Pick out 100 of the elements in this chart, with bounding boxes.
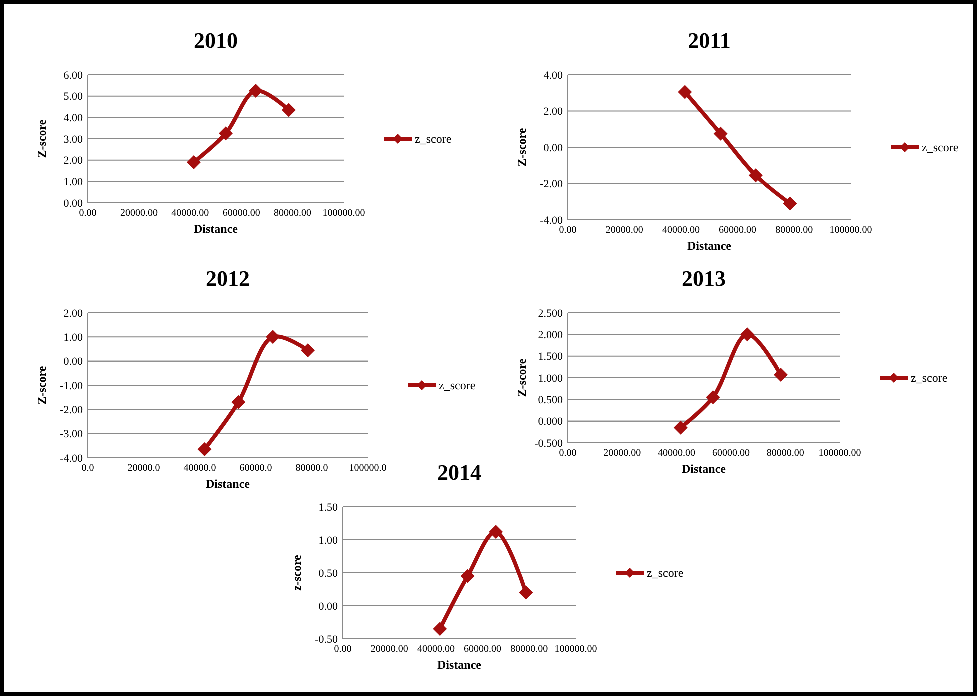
chart-title: 2010: [194, 28, 238, 53]
point: [706, 390, 720, 404]
point: [282, 103, 296, 118]
y-tick-label: 2.00: [64, 308, 84, 320]
point: [218, 126, 233, 141]
x-tick-label: 20000.00: [370, 644, 408, 655]
point: [714, 126, 728, 141]
x-axis-title: Distance: [438, 658, 482, 672]
x-tick-label: 40000.00: [662, 225, 700, 236]
y-tick-label: -0.500: [534, 438, 564, 450]
x-tick-label: 0.00: [334, 644, 352, 655]
x-tick-label: 100000.0: [349, 463, 387, 474]
point: [740, 328, 755, 342]
x-tick-label: 20000.00: [604, 448, 642, 459]
legend-label: z_score: [911, 371, 948, 386]
chart-title: 2013: [682, 266, 726, 291]
x-tick-label: 100000.00: [830, 225, 872, 236]
y-axis-title: Z-score: [515, 128, 529, 167]
y-tick-label: -4.00: [60, 452, 84, 465]
x-axis-title: Distance: [194, 222, 239, 236]
point: [198, 442, 212, 457]
y-tick-label: -0.50: [315, 634, 338, 646]
y-tick-label: 6.00: [64, 70, 84, 82]
x-tick-label: 40000.00: [658, 448, 696, 459]
point: [301, 343, 316, 358]
legend-label: z_score: [922, 140, 959, 155]
x-tick-label: 40000.00: [417, 644, 455, 655]
point: [460, 569, 475, 584]
x-axis-title: Distance: [206, 477, 251, 491]
x-tick-label: 60000.00: [464, 644, 502, 655]
y-tick-label: -3.00: [60, 428, 84, 441]
y-tick-label: 0.00: [318, 600, 338, 613]
point: [783, 196, 798, 211]
point: [748, 168, 763, 183]
x-tick-label: 0.00: [79, 208, 97, 219]
y-axis-title: z-score: [290, 554, 304, 591]
point: [489, 525, 504, 540]
x-tick-label: 100000.00: [818, 448, 862, 459]
x-tick-label: 20000.00: [606, 225, 644, 236]
y-tick-label: 1.000: [538, 372, 564, 385]
legend-label: z_score: [439, 378, 476, 393]
y-tick-label: 4.00: [64, 112, 84, 125]
x-tick-label: 80000.00: [510, 644, 548, 655]
y-tick-label: 0.000: [538, 416, 564, 428]
y-tick-label: 0.50: [318, 568, 338, 580]
legend-label: z_score: [415, 132, 452, 146]
chart-title: 2014: [438, 460, 482, 485]
point: [519, 586, 534, 600]
x-tick-label: 20000.00: [120, 208, 158, 219]
x-tick-label: 40000.0: [184, 463, 216, 474]
y-tick-label: 2.00: [544, 106, 564, 118]
y-tick-label: 0.500: [538, 394, 564, 407]
y-tick-label: 4.00: [544, 70, 564, 82]
y-tick-label: 1.500: [538, 351, 564, 364]
y-tick-label: -4.00: [540, 214, 564, 227]
y-tick-label: 2.000: [538, 330, 564, 342]
x-tick-label: 0.0: [82, 463, 94, 474]
x-tick-label: 80000.0: [296, 463, 328, 474]
y-tick-label: 0.00: [64, 356, 84, 368]
y-tick-label: 1.00: [318, 534, 338, 547]
point: [678, 85, 692, 100]
x-tick-label: 100000.00: [322, 208, 366, 219]
chart-title: 2011: [688, 28, 731, 53]
y-tick-label: 1.50: [318, 502, 338, 514]
y-tick-label: 2.500: [538, 308, 564, 320]
x-tick-label: 60000.00: [719, 225, 757, 236]
y-tick-label: 1.00: [64, 176, 84, 189]
x-tick-label: 60000.00: [712, 448, 750, 459]
legend-label: z_score: [647, 566, 684, 580]
y-axis-title: Z-score: [515, 358, 529, 398]
point: [232, 395, 246, 410]
x-tick-label: 100000.00: [554, 644, 598, 655]
y-tick-label: 0.00: [64, 198, 84, 210]
x-tick-label: 40000.00: [172, 208, 210, 219]
y-axis-title: Z-score: [35, 366, 49, 405]
y-tick-label: -2.00: [60, 404, 84, 417]
x-tick-label: 80000.00: [274, 208, 312, 219]
x-tick-label: 60000.0: [240, 463, 272, 474]
y-tick-label: -1.00: [60, 380, 84, 392]
point: [674, 420, 688, 435]
x-tick-label: 0.00: [559, 448, 577, 459]
x-tick-label: 20000.0: [128, 463, 160, 474]
x-tick-label: 80000.00: [766, 448, 804, 459]
x-tick-label: 60000.00: [222, 208, 260, 219]
x-tick-label: 0.00: [559, 225, 577, 236]
y-tick-label: 5.00: [64, 91, 84, 104]
x-tick-label: 80000.00: [776, 225, 814, 236]
chart-title: 2012: [206, 266, 250, 291]
y-tick-label: 3.00: [64, 134, 84, 146]
point: [266, 330, 280, 344]
x-axis-title: Distance: [688, 239, 732, 253]
point: [186, 155, 201, 170]
point: [248, 84, 263, 98]
point: [433, 622, 448, 636]
x-axis-title: Distance: [682, 462, 727, 476]
point: [774, 368, 788, 382]
y-tick-label: -2.00: [540, 178, 564, 191]
y-tick-label: 0.00: [544, 142, 564, 154]
y-tick-label: 1.00: [64, 332, 84, 344]
y-axis-title: Z-score: [35, 119, 49, 158]
